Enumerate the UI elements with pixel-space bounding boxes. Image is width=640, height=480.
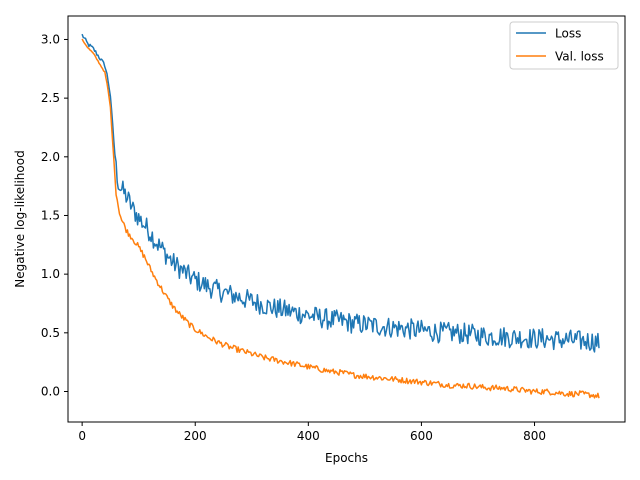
- legend: Loss Val. loss: [509, 21, 619, 70]
- x-tick-label: 0: [78, 429, 86, 443]
- y-tick-label: 3.0: [41, 32, 60, 46]
- series-line-0: [81, 33, 600, 353]
- plot-frame: [67, 15, 626, 423]
- y-tick-label: 1.0: [41, 267, 60, 281]
- y-tick-label: 2.5: [41, 91, 60, 105]
- y-tick-label: 2.0: [41, 150, 60, 164]
- y-tick-label: 0.0: [41, 384, 60, 398]
- legend-text-val-loss: Val. loss: [555, 50, 604, 64]
- y-axis-label: Negative log-likelihood: [13, 150, 27, 287]
- series-line-1: [81, 38, 600, 399]
- legend-text-loss: Loss: [555, 27, 581, 41]
- x-tick-label: 400: [297, 429, 320, 443]
- y-tick-label: 1.5: [41, 208, 60, 222]
- x-axis-label: Epochs: [325, 451, 368, 465]
- x-tick-label: 800: [523, 429, 546, 443]
- x-tick-label: 600: [410, 429, 433, 443]
- y-tick-label: 0.5: [41, 326, 60, 340]
- x-tick-label: 200: [184, 429, 207, 443]
